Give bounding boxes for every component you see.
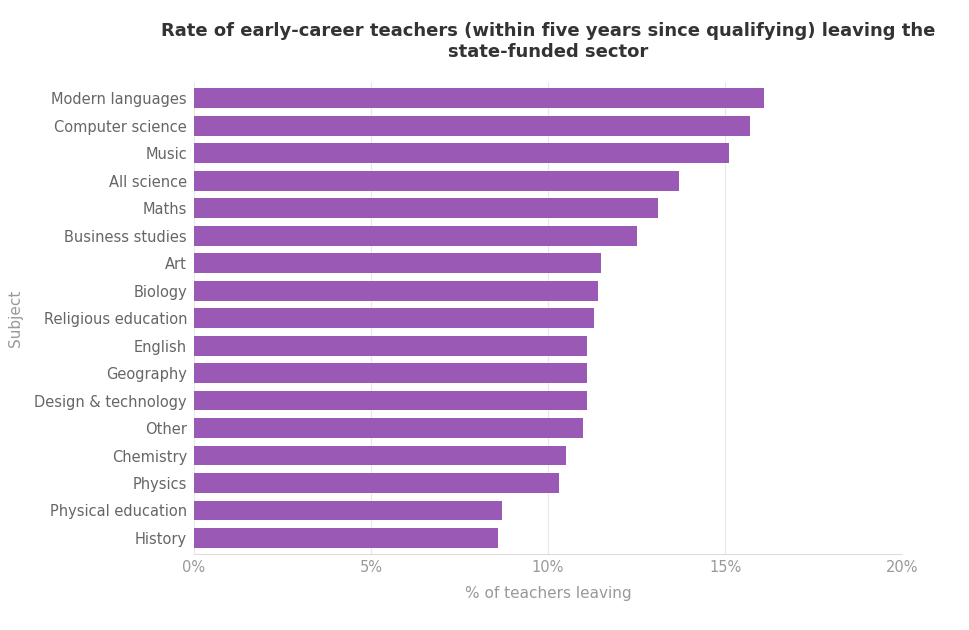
Y-axis label: Subject: Subject: [9, 289, 23, 347]
Bar: [194, 226, 636, 246]
X-axis label: % of teachers leaving: % of teachers leaving: [464, 586, 631, 601]
Bar: [194, 198, 657, 218]
Bar: [194, 418, 582, 438]
Bar: [194, 364, 586, 383]
Title: Rate of early-career teachers (within five years since qualifying) leaving the
s: Rate of early-career teachers (within fi…: [161, 22, 934, 61]
Bar: [194, 88, 764, 108]
Bar: [194, 281, 597, 301]
Bar: [194, 171, 678, 191]
Bar: [194, 308, 593, 328]
Bar: [194, 473, 558, 493]
Bar: [194, 144, 728, 163]
Bar: [194, 116, 749, 135]
Bar: [194, 445, 565, 466]
Bar: [194, 253, 601, 273]
Bar: [194, 336, 586, 355]
Bar: [194, 528, 498, 548]
Bar: [194, 391, 586, 411]
Bar: [194, 501, 502, 520]
